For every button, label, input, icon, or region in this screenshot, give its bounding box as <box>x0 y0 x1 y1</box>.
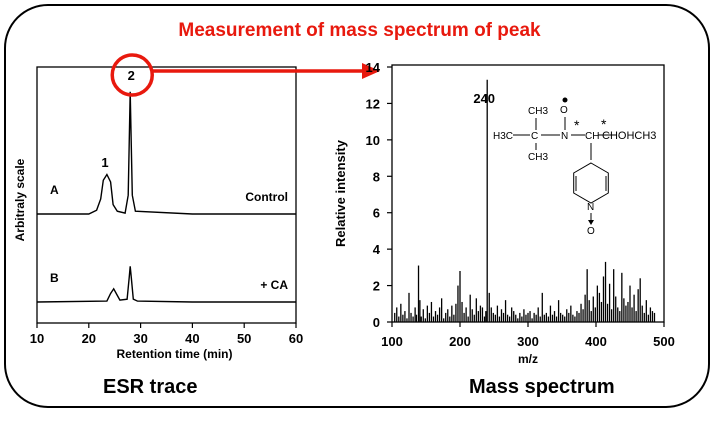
ms-y-tick-label: 12 <box>366 96 380 111</box>
ms-axes-frame <box>391 64 665 323</box>
struct-oxygen: O <box>560 105 568 116</box>
esr-series-label: A <box>50 183 59 197</box>
peak-label-2: 2 <box>128 68 135 83</box>
esr-series-note: + CA <box>260 278 288 292</box>
esr-y-axis-label: Arbitraly scale <box>13 158 27 241</box>
esr-trace-B <box>36 266 296 303</box>
ms-x-tick-label: 500 <box>653 334 675 349</box>
esr-x-tick-label: 30 <box>133 331 147 346</box>
ms-caption: Mass spectrum <box>469 376 615 398</box>
ms-y-tick-label: 8 <box>373 169 380 184</box>
ms-y-tick-label: 0 <box>373 315 380 330</box>
ms-y-tick-label: 6 <box>373 206 380 221</box>
struct-n-oxide-arrow <box>588 220 594 225</box>
esr-x-tick-label: 60 <box>289 331 303 346</box>
ms-y-axis-label: Relative intensity <box>333 139 348 247</box>
struct-radical-dot <box>562 97 568 103</box>
ms-x-axis-label: m/z <box>518 352 538 366</box>
esr-axes-frame <box>36 66 297 324</box>
ms-y-tick-label: 2 <box>373 279 380 294</box>
struct-methine: CH <box>585 131 599 142</box>
esr-series-label: B <box>50 271 59 285</box>
ms-y-tick-label: 4 <box>373 242 381 257</box>
struct-chiral-star: * <box>601 116 607 132</box>
ms-x-tick-label: 300 <box>517 334 539 349</box>
esr-trace-A <box>37 91 296 215</box>
struct-n-oxide: O <box>587 226 595 237</box>
esr-series-note: Control <box>245 190 288 204</box>
esr-x-axis-label: Retention time (min) <box>117 347 233 361</box>
ms-x-tick-label: 400 <box>585 334 607 349</box>
peak-label-1: 1 <box>101 155 108 170</box>
ms-y-tick-label: 14 <box>366 60 381 75</box>
struct-top-methyl: CH3 <box>528 106 548 117</box>
mass-spectrum-chart: 100 200 300 400 500 0 2 4 6 8 10 12 14 m/z Relative in… <box>333 60 675 366</box>
ms-y-tick-label: 10 <box>366 133 380 148</box>
esr-x-tick-label: 40 <box>185 331 199 346</box>
esr-x-tick-label: 10 <box>30 331 44 346</box>
headline: Measurement of mass spectrum of peak <box>178 20 541 41</box>
ms-x-tick-label: 100 <box>381 334 403 349</box>
struct-left-methyl: H3C <box>493 131 513 142</box>
struct-side-chain: CHOHCH3 <box>602 130 656 142</box>
struct-pyridine-ring <box>573 162 609 204</box>
struct-bottom-methyl: CH3 <box>528 152 548 163</box>
esr-x-tick-label: 20 <box>82 331 96 346</box>
esr-caption: ESR trace <box>103 376 198 398</box>
ms-x-tick-label: 200 <box>449 334 471 349</box>
struct-nitrogen: N <box>561 131 568 142</box>
peak-arrow-head <box>362 63 380 79</box>
struct-chiral-star: * <box>574 117 580 133</box>
struct-quaternary-carbon: C <box>531 131 538 142</box>
ms-peak-annotation: 240 <box>473 91 495 106</box>
peak-highlight-circle <box>110 53 154 97</box>
struct-ring-nitrogen: N <box>587 202 594 213</box>
esr-x-tick-label: 50 <box>237 331 251 346</box>
figure-frame <box>4 4 710 408</box>
